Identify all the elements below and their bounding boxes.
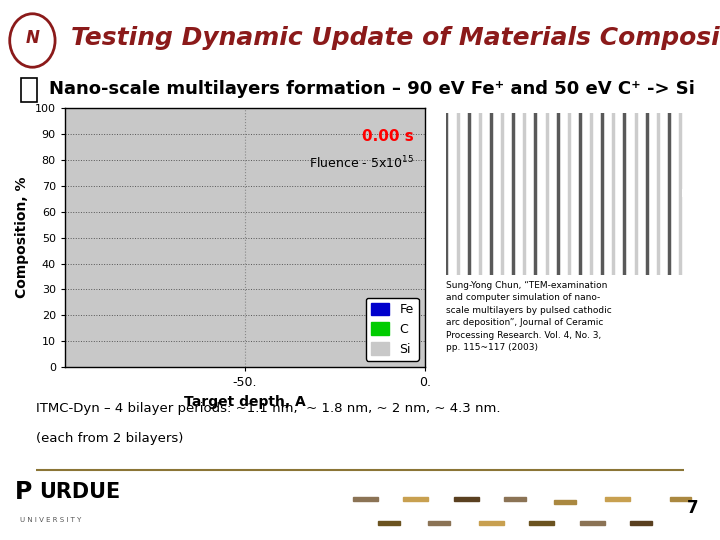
Bar [403,497,428,501]
Bar [22,78,37,102]
Bar [630,521,652,524]
Text: U N I V E R S I T Y: U N I V E R S I T Y [20,517,81,523]
Text: URDUE: URDUE [40,482,121,502]
Text: P: P [14,480,32,504]
Bar [378,521,400,524]
Text: 7: 7 [687,499,698,517]
Text: I: I [681,190,684,199]
Bar [454,497,479,501]
X-axis label: Target depth, A: Target depth, A [184,395,306,409]
Bar [353,497,378,501]
Bar [479,521,504,525]
Bar [580,521,605,525]
Bar [504,497,526,501]
Text: N: N [25,29,40,46]
Text: (each from 2 bilayers): (each from 2 bilayers) [36,432,184,445]
Bar [529,521,554,525]
Text: ITMC-Dyn – 4 bilayer periods: ~1.1 nm,  ~ 1.8 nm, ~ 2 nm, ~ 4.3 nm.: ITMC-Dyn – 4 bilayer periods: ~1.1 nm, ~… [36,402,500,415]
Bar [670,497,691,501]
Bar [554,500,576,504]
Bar [605,497,630,501]
Legend: Fe, C, Si: Fe, C, Si [366,298,418,361]
Text: Nano-scale multilayers formation – 90 eV Fe⁺ and 50 eV C⁺ -> Si: Nano-scale multilayers formation – 90 eV… [49,80,695,98]
Text: Testing Dynamic Update of Materials Composition: Testing Dynamic Update of Materials Comp… [71,26,720,50]
Text: Fluence - 5x10$^{15}$: Fluence - 5x10$^{15}$ [309,154,414,171]
Text: 0.00 s: 0.00 s [362,129,414,144]
Bar [428,521,450,524]
Y-axis label: Composition, %: Composition, % [15,177,30,298]
Text: Sung-Yong Chun, “TEM-examination
and computer simulation of nano-
scale multilay: Sung-Yong Chun, “TEM-examination and com… [446,281,612,352]
